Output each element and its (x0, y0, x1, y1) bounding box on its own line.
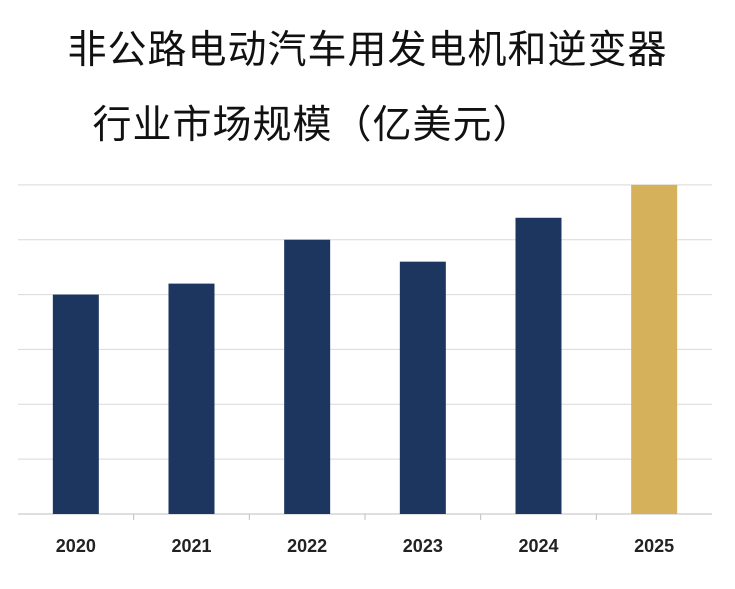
bar-2022 (284, 239, 331, 514)
bar-2023 (399, 261, 446, 514)
x-tick-label-2020: 2020 (56, 536, 96, 556)
bar-2020 (52, 294, 99, 514)
x-tick-label-2021: 2021 (171, 536, 211, 556)
x-axis: 2020 2021 2022 2023 2024 2025 (56, 514, 674, 556)
bar-2021 (168, 283, 215, 514)
x-tick-label-2022: 2022 (287, 536, 327, 556)
x-tick-label-2023: 2023 (403, 536, 443, 556)
chart-title: 非公路电动汽车用发电机和逆变器 行业市场规模（亿美元） (0, 24, 735, 153)
bar-2024 (515, 217, 562, 514)
chart-title-line-1: 非公路电动汽车用发电机和逆变器 (67, 28, 668, 73)
x-tick-label-2025: 2025 (634, 536, 674, 556)
chart-title-line-2: 行业市场规模（亿美元） (92, 103, 533, 148)
bars (52, 184, 678, 514)
gridlines (18, 184, 712, 515)
x-tick-label-2024: 2024 (518, 536, 558, 556)
bar-2025 (631, 184, 678, 514)
